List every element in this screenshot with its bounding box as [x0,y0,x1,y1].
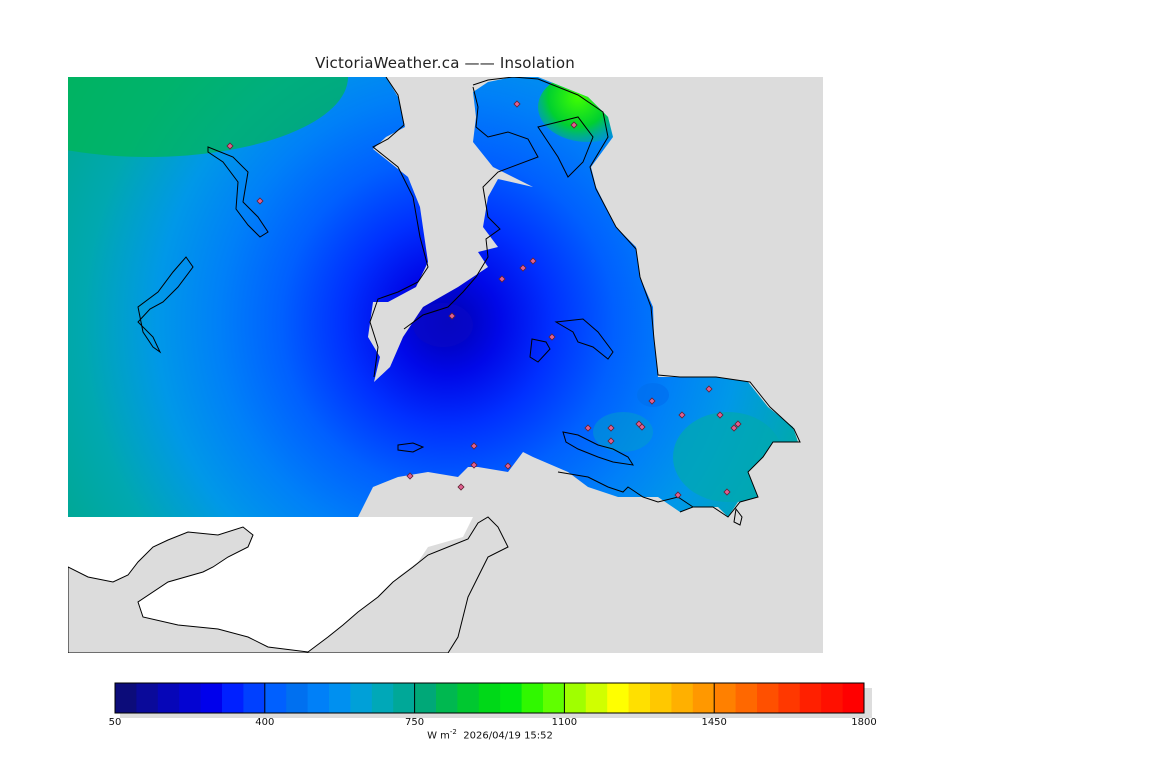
colorbar-ticks [264,683,715,713]
station-marker [678,411,686,419]
station-marker [226,142,234,150]
colorbar-footer: W m-2 2026/04/19 15:52 [0,728,980,741]
colorbar-tick-label: 400 [255,717,275,728]
colorbar-swatch [714,683,737,713]
colorbar-swatch [564,683,587,713]
colorbar-swatch [757,683,779,713]
colorbar-swatch [393,683,416,713]
station-marker [256,197,264,205]
colorbar-swatch [628,683,651,713]
station-marker [716,411,724,419]
units-label: W m [427,730,450,742]
colorbar-swatch [671,683,694,713]
colorbar-swatch [500,683,523,713]
station-marker [504,462,512,470]
colorbar-tick-label: 1800 [851,717,877,728]
colorbar-swatch [179,683,202,713]
colorbar-swatch [607,683,630,713]
insolation-map [68,77,823,653]
colorbar-swatch [799,683,822,713]
colorbar-swatch [543,683,565,713]
colorbar-frame [114,682,865,714]
timestamp: 2026/04/19 15:52 [463,730,553,742]
colorbar-swatch [585,683,608,713]
station-marker [648,397,656,405]
colorbar-swatch [115,683,137,713]
station-marker [705,385,713,393]
colorbar-swatches [115,683,865,713]
colorbar-tick-label: 1100 [551,717,578,728]
colorbar-swatch [200,683,223,713]
coastlines [137,77,801,526]
station-marker [638,423,646,431]
colorbar-swatch [692,683,715,713]
station-marker [607,424,615,432]
station-marker [448,312,456,320]
colorbar-swatch [521,683,544,713]
station-marker [674,491,682,499]
colorbar-swatch [286,683,309,713]
colorbar-swatch [136,683,159,713]
colorbar-swatch [329,683,351,713]
south-landmass [68,516,509,653]
colorbar-tick-label: 1450 [701,717,727,728]
colorbar-tick-label: 750 [405,717,425,728]
station-marker [723,488,731,496]
station-marker [734,420,742,428]
colorbar-swatch [350,683,373,713]
station-marker [519,264,527,272]
colorbar-tick-label: 50 [108,717,122,728]
colorbar-swatch [371,683,394,713]
colorbar-swatch [735,683,758,713]
station-marker [529,257,537,265]
colorbar-swatch [157,683,180,713]
units-exponent: -2 [449,728,457,736]
colorbar-swatch [650,683,672,713]
chart-title: VictoriaWeather.ca —— Insolation [315,54,575,72]
colorbar [114,682,872,718]
station-marker [570,121,578,129]
colorbar-swatch [436,683,458,713]
colorbar-swatch [264,683,287,713]
colorbar-swatch [222,683,244,713]
colorbar-swatch [778,683,801,713]
station-marker [607,437,615,445]
station-marker [513,100,521,108]
colorbar-swatch [457,683,480,713]
station-marker [584,424,592,432]
station-marker [498,275,506,283]
station-marker [470,442,478,450]
station-marker [406,472,414,480]
colorbar-swatch [307,683,330,713]
weather-stations [226,100,742,499]
station-marker [470,461,478,469]
station-marker [457,483,465,491]
colorbar-swatch [414,683,437,713]
colorbar-swatch [842,683,865,713]
station-marker [730,424,738,432]
colorbar-swatch [243,683,266,713]
colorbar-swatch [821,683,844,713]
colorbar-swatch [478,683,501,713]
station-marker [548,333,556,341]
